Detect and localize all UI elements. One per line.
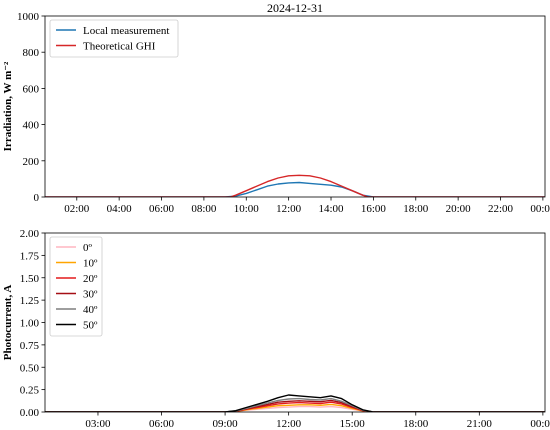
y-tick-label: 1.50	[20, 273, 40, 285]
legend-entry-6: 50º	[83, 320, 98, 332]
legend-entry-2: 10º	[83, 258, 98, 270]
y-tick-label: 1.75	[20, 250, 40, 262]
y-tick-label: 0.75	[20, 340, 40, 352]
x-tick-label: 16:00	[361, 203, 387, 215]
y-tick-label: 1.25	[20, 295, 40, 307]
x-tick-label: 09:00	[213, 418, 239, 430]
chart-title: 2024-12-31	[267, 1, 323, 15]
y-tick-label: 200	[23, 156, 40, 168]
x-tick-label: 18:00	[403, 203, 429, 215]
legend: Local measurement Theoretical GHI	[49, 19, 179, 58]
chart-panel-1: 2024-12-31 0 200 400 600 800 1000 02:00 04:00 06:…	[2, 1, 550, 215]
series-line-1	[45, 405, 545, 412]
x-tick-label: 03:00	[85, 418, 111, 430]
chart-panel-2: 0.00 0.25 0.50 0.75 1.00 1.25 1.50 1.75 2.00 03:0…	[2, 228, 550, 430]
series-lines	[45, 174, 545, 197]
axes-frame	[44, 15, 546, 198]
y-tick-label: 1000	[17, 11, 40, 23]
legend-entry-1: Local measurement	[83, 25, 169, 37]
axes-frame	[44, 232, 546, 413]
y-tick-label: 0	[34, 192, 40, 204]
x-tick-label: 02:00	[64, 203, 90, 215]
x-tick-label: 10:00	[234, 203, 260, 215]
series-line-2	[45, 174, 545, 197]
x-tick-label: 20:00	[446, 203, 472, 215]
x-tick-label: 12:00	[276, 203, 302, 215]
x-tick-label: 22:00	[488, 203, 514, 215]
x-tick-label: 00:00	[530, 418, 550, 430]
y-tick-label: 0.00	[20, 407, 40, 419]
legend-entry-1: 0º	[83, 242, 93, 254]
y-tick-label: 400	[23, 120, 40, 132]
x-tick-label: 08:00	[191, 203, 217, 215]
x-tick-label: 18:00	[403, 418, 429, 430]
legend-entry-2: Theoretical GHI	[83, 41, 156, 53]
x-tick-label: 14:00	[318, 203, 344, 215]
x-tick-label: 15:00	[340, 418, 366, 430]
x-tick-label: 12:00	[276, 418, 302, 430]
x-tick-label: 21:00	[467, 418, 493, 430]
legend-entry-5: 40º	[83, 304, 98, 316]
y-tick-label: 0.25	[20, 385, 40, 397]
x-tick-label: 06:00	[149, 203, 175, 215]
y-tick-label: 600	[23, 83, 40, 95]
legend-box	[49, 19, 179, 58]
y-tick-label: 1.00	[20, 318, 40, 330]
series-lines	[45, 394, 545, 412]
y-tick-label: 800	[23, 47, 40, 59]
y-tick-label: 2.00	[20, 228, 40, 240]
series-line-6	[45, 394, 545, 412]
x-tick-label: 00:00	[530, 203, 550, 215]
x-tick-label: 06:00	[149, 418, 175, 430]
y-axis-label: Irradiation, W m⁻²	[2, 61, 14, 151]
y-axis-label: Photocurrent, A	[2, 285, 14, 361]
series-line-1	[45, 181, 545, 197]
legend-entry-4: 30º	[83, 289, 98, 301]
y-tick-label: 0.50	[20, 362, 40, 374]
x-tick-label: 04:00	[107, 203, 133, 215]
legend-entry-3: 20º	[83, 273, 98, 285]
legend: 0º 10º 20º 30º 40º 50º	[49, 236, 103, 337]
series-line-2	[45, 403, 545, 412]
